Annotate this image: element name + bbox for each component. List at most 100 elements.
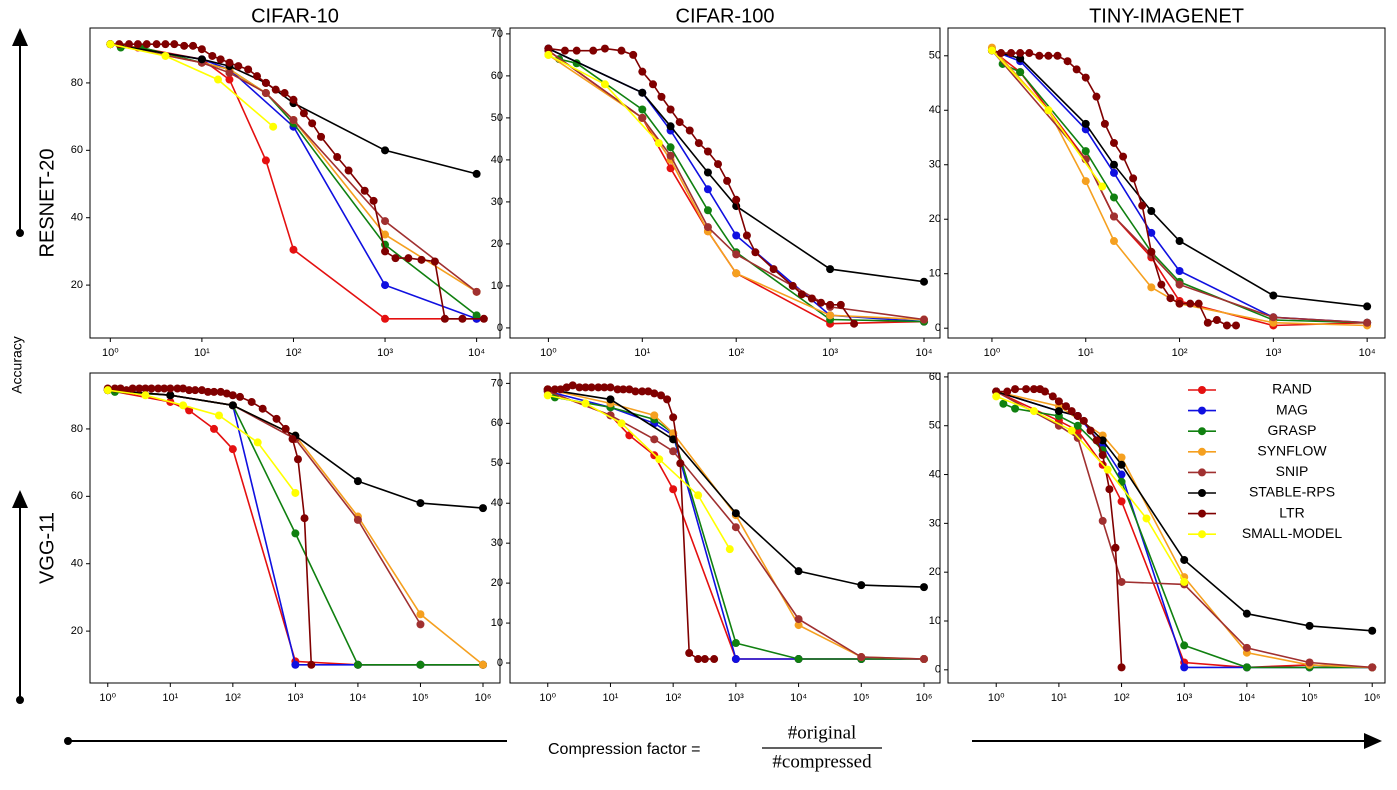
series-point	[141, 384, 150, 393]
series-line	[110, 43, 477, 320]
series-point	[669, 485, 678, 494]
series-point	[216, 387, 225, 396]
series-line	[110, 43, 477, 320]
series-point	[1186, 299, 1195, 308]
series-point	[479, 314, 488, 323]
series-point	[1073, 411, 1082, 420]
series-point	[116, 384, 125, 393]
series-point	[1203, 318, 1212, 327]
series-point	[1011, 404, 1020, 413]
series-point	[1098, 436, 1107, 445]
legend-marker	[1198, 530, 1206, 539]
series-line	[114, 391, 483, 666]
series-point	[210, 424, 219, 433]
series-point	[1111, 543, 1120, 552]
series-point	[272, 414, 281, 423]
series-point	[997, 49, 1006, 58]
series-point	[731, 509, 740, 518]
series-point	[258, 404, 267, 413]
x-tick-label: 10⁴	[1359, 347, 1376, 359]
series-point	[191, 386, 200, 395]
series-point	[575, 383, 584, 392]
series-point	[676, 459, 685, 468]
x-tick-label: 10¹	[1051, 692, 1067, 704]
legend-marker	[1198, 447, 1206, 456]
series-point	[629, 50, 638, 59]
series-point	[1025, 49, 1034, 58]
series-point	[391, 254, 400, 263]
series-point	[1142, 514, 1151, 523]
series-point	[794, 615, 803, 624]
series-point	[369, 196, 378, 205]
series-line	[110, 43, 478, 293]
y-tick-label: 0	[497, 657, 503, 669]
series-point	[826, 265, 835, 274]
panel: CIFAR-100 10⁰ 10¹ 10² 10³ 10⁴ 0 10 20 30 40 50 60 70	[491, 5, 941, 359]
series-point	[281, 424, 290, 433]
legend-label: STABLE-RPS	[1249, 484, 1335, 500]
y-tick-label: 60	[929, 371, 941, 383]
x-tick-label: 10⁵	[412, 692, 429, 704]
series-point	[694, 139, 703, 148]
y-tick-label: 70	[491, 377, 503, 389]
legend-marker	[1198, 509, 1206, 518]
y-tick-label: 70	[491, 28, 503, 40]
x-tick-label: 10⁴	[1238, 692, 1255, 704]
series-point	[189, 41, 198, 50]
series-point	[657, 92, 666, 101]
series-point	[1067, 426, 1076, 435]
series-point	[225, 75, 234, 84]
series-point	[404, 254, 413, 263]
y-tick-label: 30	[929, 517, 941, 529]
series-point	[161, 51, 170, 60]
x-tick-label: 10³	[287, 692, 303, 704]
series-point	[1117, 453, 1126, 462]
series-point	[836, 300, 845, 309]
series-point	[1081, 147, 1090, 156]
series-point	[1242, 609, 1251, 618]
series-point	[560, 46, 569, 55]
series-point	[638, 113, 647, 122]
series-line	[107, 389, 483, 666]
series-point	[1044, 51, 1053, 60]
series-point	[1109, 160, 1118, 169]
series-point	[857, 581, 866, 590]
series-point	[235, 392, 244, 401]
series-point	[225, 58, 234, 67]
series-point	[154, 384, 163, 393]
series-point	[381, 281, 390, 290]
series-point	[826, 300, 835, 309]
x-tick-label: 10³	[728, 692, 744, 704]
series-point	[1242, 663, 1251, 672]
series-point	[269, 122, 278, 131]
x-tick-label: 10¹	[162, 692, 178, 704]
series-point	[228, 401, 237, 410]
series-line	[548, 47, 855, 325]
series-point	[1305, 621, 1314, 630]
series-point	[1180, 555, 1189, 564]
series-point	[638, 88, 647, 97]
legend-label: LTR	[1279, 504, 1304, 520]
series-point	[1117, 470, 1126, 479]
x-tick-label: 10⁰	[102, 347, 119, 359]
series-point	[723, 176, 732, 185]
x-tick-label: 10¹	[194, 347, 210, 359]
legend-label: SYNFLOW	[1257, 443, 1327, 459]
series-point	[261, 78, 270, 87]
series-line	[110, 43, 274, 128]
series-point	[430, 257, 439, 266]
plot-frame	[947, 372, 1386, 684]
series-point	[589, 46, 598, 55]
series-point	[1147, 228, 1156, 237]
series-point	[666, 122, 675, 131]
panel-title: TINY-IMAGENET	[1089, 5, 1244, 27]
arrows	[11, 28, 1382, 749]
series-point	[655, 455, 664, 464]
series-point	[381, 247, 390, 256]
series-point	[732, 231, 741, 240]
series-point	[919, 583, 928, 592]
x-tick-label: 10⁴	[790, 692, 807, 704]
series-point	[650, 389, 659, 398]
series-point	[694, 491, 703, 500]
series-point	[417, 255, 426, 264]
